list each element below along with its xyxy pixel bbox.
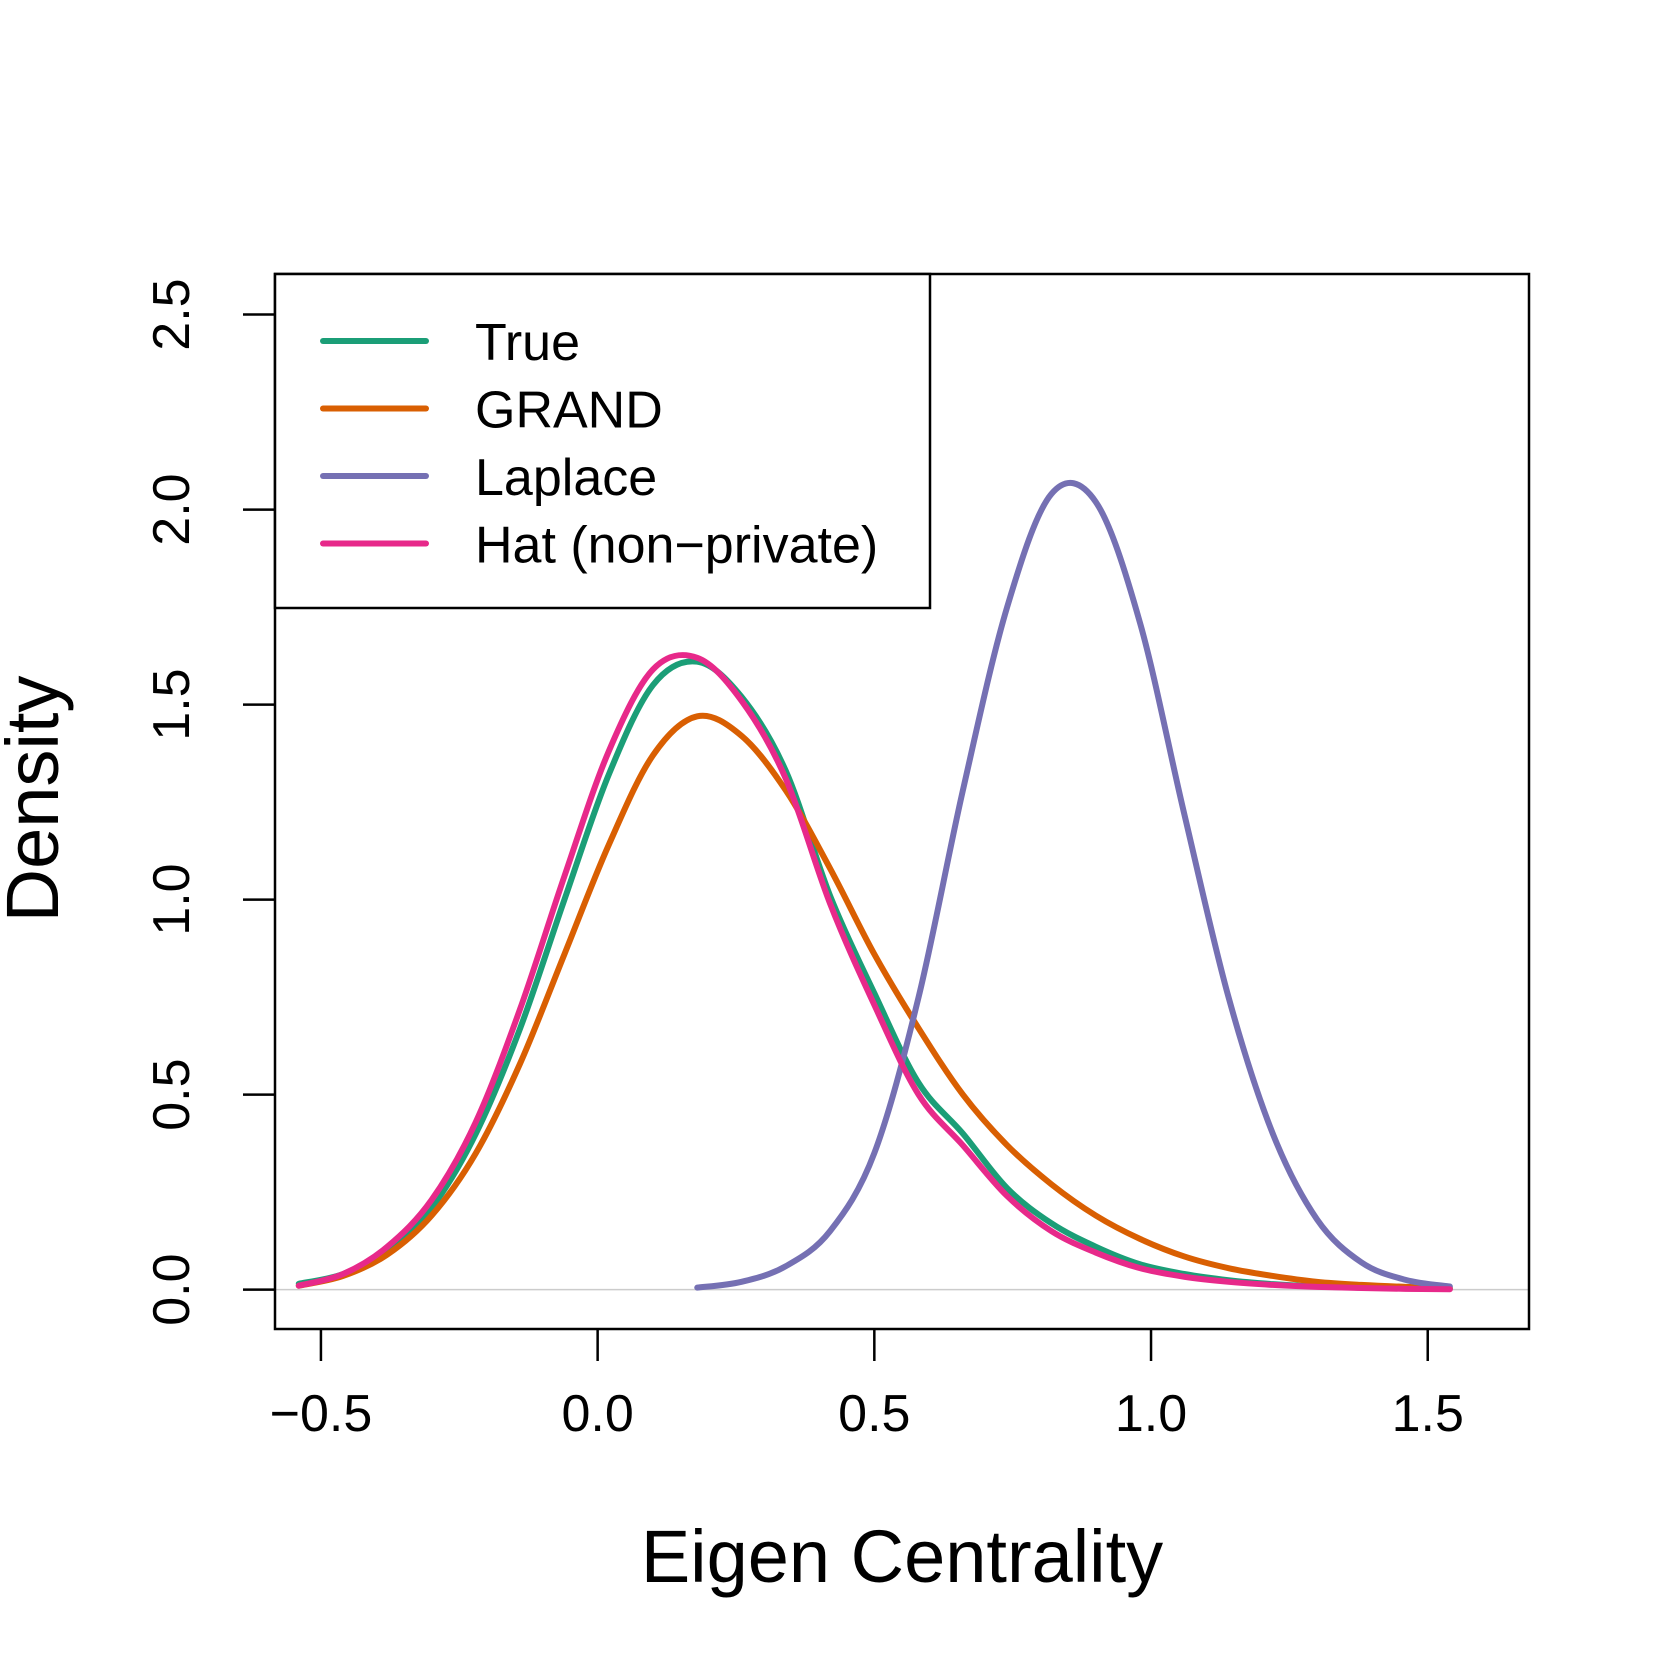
density-line [295, 712, 1453, 1292]
y-tick-label: 2.5 [143, 278, 201, 350]
legend-box [273, 272, 932, 610]
y-tick-label: 1.5 [143, 668, 201, 740]
x-tick-label: −0.5 [270, 1385, 373, 1443]
x-tick-label: 1.0 [1115, 1385, 1187, 1443]
legend-label: True [475, 314, 580, 372]
y-tick-label: 1.0 [143, 863, 201, 935]
x-tick-label: 0.5 [838, 1385, 910, 1443]
x-tick-label: 0.0 [561, 1385, 633, 1443]
density-line [295, 652, 1453, 1293]
density-line [295, 658, 1453, 1292]
legend-label: Laplace [475, 449, 657, 507]
x-tick-label: 1.5 [1392, 1385, 1464, 1443]
density-line [694, 479, 1453, 1291]
y-tick-label: 0.0 [143, 1253, 201, 1325]
y-tick-label: 0.5 [143, 1058, 201, 1130]
legend-label: GRAND [475, 382, 663, 440]
y-tick-label: 2.0 [143, 473, 201, 545]
legend-label: Hat (non−private) [475, 517, 878, 575]
x-axis-label: Eigen Centrality [641, 1515, 1163, 1598]
y-axis-label: Density [0, 676, 74, 923]
